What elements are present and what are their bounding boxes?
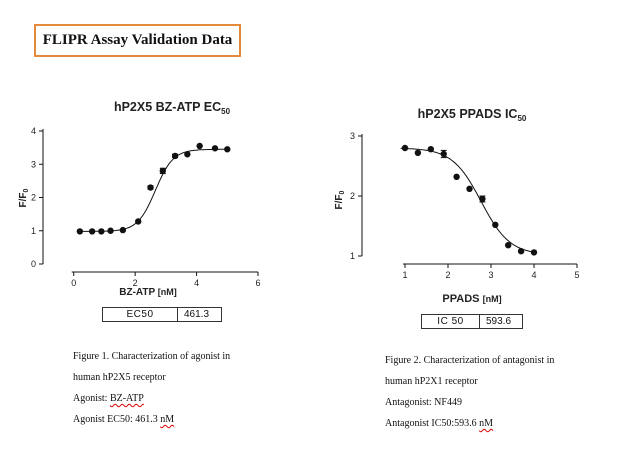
chart1-data-point: [159, 167, 166, 175]
figure1-caption-line2: human hP2X5 receptor: [73, 372, 166, 383]
chart2-data-point: [517, 248, 525, 255]
chart2-title: hP2X5 PPADS IC50: [418, 107, 527, 123]
chart1-data-point: [119, 226, 127, 234]
chart-ec50: hP2X5 BZ-ATP EC50 F/F0 BZ-ATP [nM] 0 1 2 3 4…: [18, 100, 261, 298]
chart2-data-point: [453, 173, 460, 180]
chart2-y-tick-label: 1: [350, 251, 355, 261]
chart1-y-tick-label: 4: [31, 126, 36, 136]
chart1-data-point: [196, 142, 203, 150]
chart1-data-point: [147, 184, 154, 191]
chart2-fit-curve: [400, 147, 537, 253]
chart1-x-tick-label: 6: [255, 278, 260, 288]
chart2-data-point: [401, 144, 409, 152]
figure1-caption-line1: Figure 1. Characterization of agonist in: [73, 351, 231, 362]
chart1-data-point: [76, 228, 84, 235]
chart1-y-tick-label: 2: [31, 193, 36, 203]
figure2-antagonist-line: Antagonist: NF449: [385, 397, 462, 408]
chart2-y-axis-label: F/F0: [334, 190, 346, 209]
figure2-caption-line1: Figure 2. Characterization of antagonist…: [385, 355, 555, 366]
chart1-y-tick-label: 0: [31, 259, 36, 269]
chart1-data-point: [88, 228, 96, 235]
chart2-data-point: [427, 146, 434, 153]
figure2-caption: Figure 2. Characterization of antagonist…: [385, 355, 554, 439]
chart2-y-tick-label: 2: [350, 191, 355, 201]
chart2-x-axis-label: PPADS [nM]: [442, 293, 501, 305]
chart2-data-point: [466, 185, 473, 192]
page-title: FLIPR Assay Validation Data: [34, 24, 241, 57]
ec50-label: EC50: [103, 308, 178, 321]
chart1-y-tick-label: 1: [31, 226, 36, 236]
chart1-data-point: [211, 145, 219, 152]
chart1-x-axis-label: BZ-ATP [nM]: [119, 287, 177, 298]
figure1-agonist-line: Agonist: BZ-ATP: [73, 393, 144, 404]
chart2-x-tick-label: 2: [445, 270, 450, 280]
chart2-data-point: [492, 221, 499, 228]
chart1-y-axis-label: F/F0: [18, 188, 30, 207]
figure1-caption: Figure 1. Characterization of agonist in…: [73, 351, 230, 435]
chart1-fit-curve: [76, 148, 229, 232]
chart2-x-tick-label: 5: [574, 270, 579, 280]
chart1-y-tick-label: 3: [31, 159, 36, 169]
chart2-data-point: [505, 242, 512, 249]
chart2-data-point: [440, 150, 447, 158]
chart2-x-tick-label: 3: [488, 270, 493, 280]
chart2-data-point: [414, 149, 422, 156]
chart1-data-point: [98, 228, 105, 235]
ec50-value: 461.3: [184, 309, 210, 320]
svg-text:F/F0: F/F0: [334, 190, 346, 209]
chart2-y-tick-label: 3: [350, 131, 355, 141]
chart1-data-point: [171, 152, 179, 160]
ic50-label: IC 50: [422, 315, 480, 328]
chart1-data-point: [107, 227, 114, 234]
figure1-ec50-line: Agonist EC50: 461.3 nM: [73, 414, 175, 425]
svg-text:F/F0: F/F0: [18, 188, 30, 207]
chart1-data-point: [184, 151, 191, 158]
chart2-x-tick-label: 4: [531, 270, 536, 280]
chart1-x-tick-label: 2: [133, 278, 138, 288]
chart2-data-point: [530, 249, 538, 256]
chart1-data-point: [224, 146, 231, 153]
chart1-title: hP2X5 BZ-ATP EC50: [114, 100, 231, 116]
ic50-value: 593.6: [486, 316, 512, 327]
chart2-x-tick-label: 1: [402, 270, 407, 280]
chart2-data-point: [479, 195, 486, 203]
chart1-data-point: [135, 218, 142, 225]
chart1-x-tick-label: 0: [71, 278, 76, 288]
ec50-result-box: EC50 461.3: [102, 307, 222, 322]
chart-ic50: hP2X5 PPADS IC50 F/F0 PPADS [nM] 1 2 3 1 2 3 4…: [334, 107, 580, 305]
chart1-x-tick-label: 4: [194, 278, 199, 288]
figure2-caption-line2: human hP2X1 receptor: [385, 376, 478, 387]
figure1-agonist-name: BZ-ATP: [109, 393, 144, 404]
figure2-ic50-line: Antagonist IC50:593.6 nM: [385, 418, 494, 429]
ic50-result-box: IC 50 593.6: [421, 314, 523, 329]
